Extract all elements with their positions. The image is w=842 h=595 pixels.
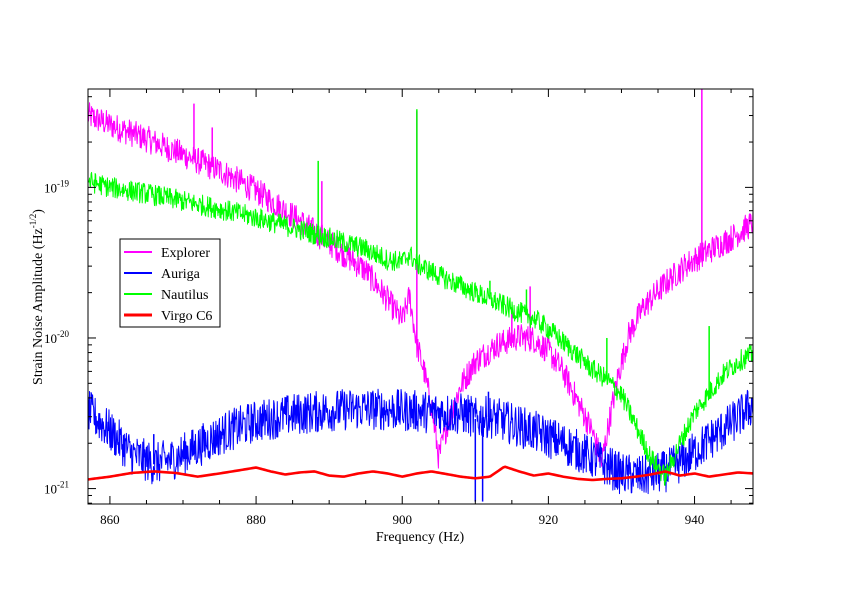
x-tick-label: 880 [246, 512, 266, 527]
legend-label-auriga: Auriga [161, 267, 201, 282]
x-axis-title: Frequency (Hz) [376, 530, 465, 545]
series-nautilus [88, 109, 753, 486]
x-tick-label: 920 [539, 512, 559, 527]
y-tick-label-base: 10 [44, 331, 57, 346]
y-tick-label: 10-20 [44, 329, 69, 346]
legend-label-explorer: Explorer [161, 246, 210, 261]
series-virgo-c6 [88, 465, 753, 482]
series-auriga [88, 388, 753, 502]
y-tick-label-base: 10 [44, 180, 57, 195]
y-tick-label: 10-21 [44, 480, 69, 497]
y-tick-label-exponent: -19 [57, 178, 69, 188]
y-tick-label: 10-19 [44, 178, 69, 195]
y-axis-title: Strain Noise Amplitude (Hz-1/2) [28, 209, 46, 385]
x-tick-label: 940 [685, 512, 705, 527]
legend-items: Explorer Auriga Nautilus Virgo C6 [124, 246, 212, 324]
x-tick-label: 900 [392, 512, 412, 527]
series-line-virgo-c6 [88, 465, 753, 482]
x-tick-label: 860 [100, 512, 120, 527]
legend-label-virgo-c6: Virgo C6 [161, 309, 212, 324]
legend-label-nautilus: Nautilus [161, 288, 208, 303]
y-tick-label-exponent: -21 [57, 480, 69, 490]
plot-frame [87, 88, 754, 505]
series-line-auriga [88, 388, 753, 495]
y-axis-title-text: Strain Noise Amplitude (Hz [31, 228, 46, 385]
y-axis-title-close: ) [31, 209, 46, 214]
y-tick-label-exponent: -20 [57, 329, 69, 339]
y-tick-label-base: 10 [44, 482, 57, 497]
series-layer [88, 89, 753, 502]
series-line-explorer [88, 102, 753, 469]
series-line-nautilus [88, 171, 753, 486]
legend: Explorer Auriga Nautilus Virgo C6 [119, 238, 221, 328]
y-axis-title-exponent: -1/2 [28, 214, 38, 229]
legend-box [119, 238, 221, 328]
